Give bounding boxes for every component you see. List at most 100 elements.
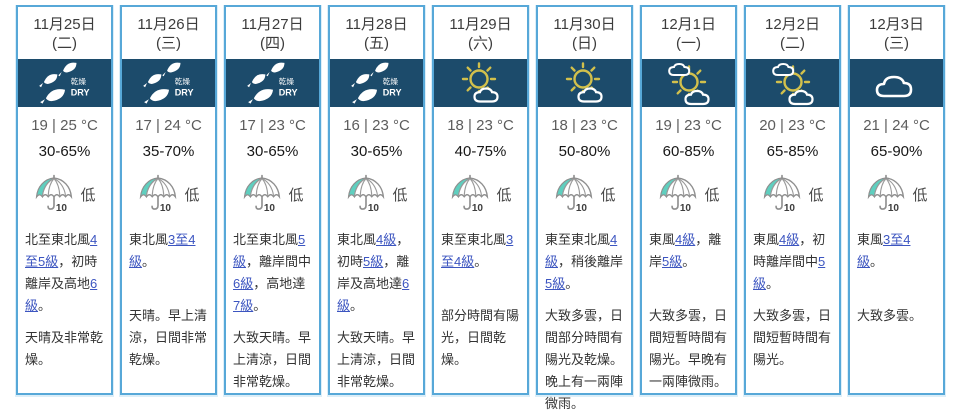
wind-text: 北至東北風 bbox=[233, 232, 299, 247]
psr-value: 10 bbox=[680, 203, 692, 214]
dry-icon-zh-text: 乾燥 bbox=[278, 76, 294, 86]
forecast-paragraph: 大致多雲。 bbox=[857, 308, 923, 323]
wind-text: ，初時 bbox=[337, 232, 410, 269]
wind-text: 東風 bbox=[857, 232, 884, 247]
humidity-range: 50-80% bbox=[558, 143, 611, 160]
forecast-paragraph: 大致天晴。早上清涼，日間非常乾燥。 bbox=[337, 330, 416, 389]
wind-text: ，離岸及高地達 bbox=[337, 254, 410, 291]
wind-force-link[interactable]: 6級 bbox=[25, 276, 98, 313]
wind-text: ，初時離岸間中 bbox=[753, 232, 826, 269]
forecast-texts: 東北風4級，初時5級，離岸及高地達6級。 大致天晴。早上清涼，日間非常乾燥。 bbox=[330, 214, 423, 393]
date-label: 11月25日 bbox=[33, 16, 96, 33]
wind-force-link[interactable]: 5級 bbox=[363, 254, 384, 269]
wind-text: 。 bbox=[38, 298, 52, 313]
temp-range: 16 | 23 °C bbox=[343, 117, 410, 134]
wind-text: 北至東北風 bbox=[25, 232, 91, 247]
weather-icon-band: 乾燥 DRY bbox=[18, 59, 111, 107]
psr-level-label: 低 bbox=[288, 186, 304, 204]
dry-icon-en-text: DRY bbox=[382, 87, 401, 97]
weekday-label: (五) bbox=[364, 35, 389, 52]
day-column: 11月27日 (四) 乾燥 DRY 17 | 23 °C 3 bbox=[224, 5, 321, 395]
umbrella-psr-icon: 10 bbox=[348, 174, 385, 214]
humidity-range: 35-70% bbox=[142, 143, 195, 160]
wind-force-link[interactable]: 6級 bbox=[233, 276, 254, 291]
wind-text: 。 bbox=[870, 254, 884, 269]
wind-force-link[interactable]: 5級 bbox=[662, 254, 683, 269]
wind-text: 東風 bbox=[753, 232, 780, 247]
rain-probability: 10 低 bbox=[18, 174, 111, 214]
forecast-paragraph: 天晴。早上清涼，日間非常乾燥。 bbox=[129, 308, 208, 367]
date-header: 12月3日 (三) bbox=[850, 7, 943, 59]
wind-paragraph: 東風4級，離岸5級。 bbox=[649, 229, 728, 295]
humidity-range: 65-90% bbox=[870, 143, 923, 160]
humidity-range: 30-65% bbox=[38, 143, 91, 160]
humidity-range: 65-85% bbox=[766, 143, 819, 160]
umbrella-psr-icon: 10 bbox=[244, 174, 281, 214]
date-header: 11月30日 (日) bbox=[538, 7, 631, 59]
wind-force-link[interactable]: 3至4級 bbox=[441, 232, 514, 269]
wind-force-link[interactable]: 4級 bbox=[675, 232, 696, 247]
dry-icon-en-text: DRY bbox=[70, 87, 89, 97]
weekday-label: (六) bbox=[468, 35, 493, 52]
sunny-periods-icon bbox=[461, 62, 499, 103]
wind-force-link[interactable]: 5級 bbox=[753, 254, 826, 291]
forecast-texts: 東風4級，初時離岸間中5級。 大致多雲，日間短暫時間有陽光。 bbox=[746, 214, 839, 371]
psr-level-label: 低 bbox=[184, 186, 200, 204]
rain-probability: 10 低 bbox=[122, 174, 215, 214]
forecast-paragraph: 大致天晴。早上清涼，日間非常乾燥。 bbox=[233, 330, 312, 389]
rain-probability: 10 低 bbox=[434, 174, 527, 214]
humidity-range: 60-85% bbox=[662, 143, 715, 160]
date-header: 11月27日 (四) bbox=[226, 7, 319, 59]
dry-icon-en-text: DRY bbox=[174, 87, 193, 97]
rain-probability: 10 低 bbox=[850, 174, 943, 214]
wind-force-link[interactable]: 3至4級 bbox=[129, 232, 196, 269]
wind-text: 東風 bbox=[649, 232, 676, 247]
dry-icon-zh-text: 乾燥 bbox=[382, 76, 398, 86]
day-column: 11月28日 (五) 乾燥 DRY 16 | 23 °C 3 bbox=[328, 5, 425, 395]
dry-icon-zh-text: 乾燥 bbox=[174, 76, 190, 86]
day-column: 12月1日 (一) bbox=[640, 5, 737, 395]
dry-icon-en-text: DRY bbox=[278, 87, 297, 97]
date-label: 12月3日 bbox=[868, 16, 925, 33]
wind-text: 。 bbox=[253, 298, 267, 313]
date-label: 12月1日 bbox=[660, 16, 717, 33]
wind-force-link[interactable]: 4至5級 bbox=[25, 232, 98, 269]
sunny-periods-icon bbox=[565, 62, 603, 103]
psr-value: 10 bbox=[56, 203, 68, 214]
weather-icon-band: 乾燥 DRY bbox=[226, 59, 319, 107]
date-label: 11月29日 bbox=[449, 16, 512, 33]
rain-probability: 10 低 bbox=[642, 174, 735, 214]
wind-text: ，離岸 bbox=[649, 232, 722, 269]
dry-weather-icon: 乾燥 DRY bbox=[38, 62, 89, 104]
psr-value: 10 bbox=[160, 203, 172, 214]
wind-force-link[interactable]: 4級 bbox=[779, 232, 800, 247]
weather-icon-band bbox=[642, 59, 735, 107]
day-column: 12月3日 (三) 21 | 24 °C 65-90% bbox=[848, 5, 945, 395]
forecast-texts: 東北風3至4級。 天晴。早上清涼，日間非常乾燥。 bbox=[122, 214, 215, 371]
day-column: 11月26日 (三) 乾燥 DRY 17 | 24 °C 3 bbox=[120, 5, 217, 395]
wind-paragraph: 北至東北風4至5級，初時離岸及高地6級。 bbox=[25, 229, 104, 317]
wind-force-link[interactable]: 5級 bbox=[545, 276, 566, 291]
humidity-range: 30-65% bbox=[350, 143, 403, 160]
wind-text: 。 bbox=[474, 254, 488, 269]
weather-icon-band bbox=[538, 59, 631, 107]
wind-text: 東至東北風 bbox=[441, 232, 507, 247]
date-header: 12月1日 (一) bbox=[642, 7, 735, 59]
wind-force-link[interactable]: 3至4級 bbox=[857, 232, 911, 269]
forecast-paragraph: 大致多雲，日間短暫時間有陽光。 bbox=[753, 308, 832, 367]
date-header: 11月28日 (五) bbox=[330, 7, 423, 59]
date-header: 12月2日 (二) bbox=[746, 7, 839, 59]
wind-force-link[interactable]: 4級 bbox=[376, 232, 397, 247]
date-header: 11月25日 (二) bbox=[18, 7, 111, 59]
date-label: 11月27日 bbox=[241, 16, 304, 33]
date-label: 11月28日 bbox=[345, 16, 408, 33]
temp-range: 19 | 23 °C bbox=[655, 117, 722, 134]
wind-force-link[interactable]: 5級 bbox=[233, 232, 306, 269]
forecast-paragraph: 大致多雲，日間短暫時間有陽光。早晚有一兩陣微雨。 bbox=[649, 308, 728, 389]
sunny-intervals-icon bbox=[771, 62, 814, 106]
psr-value: 10 bbox=[264, 203, 276, 214]
wind-force-link[interactable]: 7級 bbox=[233, 298, 254, 313]
wind-force-link[interactable]: 6級 bbox=[337, 276, 410, 313]
wind-force-link[interactable]: 4級 bbox=[545, 232, 618, 269]
forecast-paragraph: 天晴及非常乾燥。 bbox=[25, 330, 104, 367]
